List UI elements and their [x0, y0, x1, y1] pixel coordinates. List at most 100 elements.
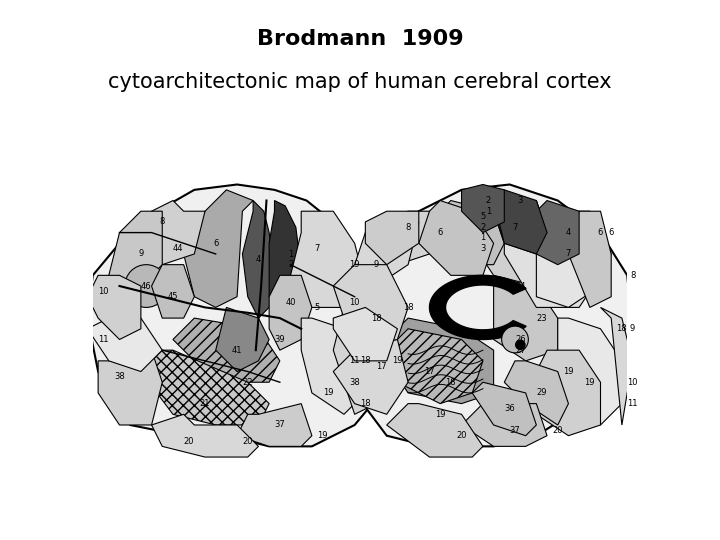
Text: 37: 37 — [274, 421, 285, 429]
Text: 39: 39 — [274, 335, 285, 344]
Text: 11: 11 — [98, 335, 109, 344]
Text: 19: 19 — [349, 260, 360, 269]
Text: 3: 3 — [518, 196, 523, 205]
Text: cytoarchitectonic map of human cerebral cortex: cytoarchitectonic map of human cerebral … — [108, 72, 612, 92]
Text: 1
2: 1 2 — [288, 249, 293, 269]
Polygon shape — [344, 185, 633, 447]
Polygon shape — [173, 318, 280, 382]
Text: 18: 18 — [360, 356, 371, 366]
Text: 9: 9 — [630, 325, 635, 333]
Text: 7: 7 — [566, 249, 571, 259]
Text: 11: 11 — [627, 399, 638, 408]
Polygon shape — [494, 275, 558, 361]
Text: 9: 9 — [138, 249, 143, 259]
Polygon shape — [333, 265, 408, 350]
Text: 19: 19 — [585, 378, 595, 387]
Polygon shape — [536, 211, 611, 307]
Polygon shape — [355, 222, 419, 286]
Text: 19: 19 — [318, 431, 328, 440]
Text: 18: 18 — [616, 325, 627, 333]
Text: 18: 18 — [371, 314, 382, 322]
Polygon shape — [152, 265, 194, 318]
Polygon shape — [472, 222, 547, 296]
Text: 37: 37 — [510, 426, 521, 435]
Circle shape — [125, 265, 168, 307]
Text: 7: 7 — [315, 244, 320, 253]
Polygon shape — [536, 200, 579, 265]
Polygon shape — [87, 185, 387, 447]
Polygon shape — [152, 414, 258, 457]
Text: 24: 24 — [515, 281, 526, 291]
Text: 10: 10 — [627, 378, 638, 387]
Text: 17: 17 — [424, 367, 435, 376]
Polygon shape — [87, 318, 162, 372]
Polygon shape — [536, 350, 600, 436]
Polygon shape — [141, 350, 269, 425]
Text: 10: 10 — [98, 287, 109, 296]
Text: 19: 19 — [323, 388, 333, 397]
Text: 26: 26 — [515, 335, 526, 344]
Text: 41: 41 — [232, 346, 243, 355]
Polygon shape — [419, 200, 494, 275]
Polygon shape — [600, 307, 633, 425]
Polygon shape — [430, 275, 526, 340]
Text: 40: 40 — [285, 298, 296, 307]
Polygon shape — [109, 211, 162, 296]
Text: 22: 22 — [243, 378, 253, 387]
Polygon shape — [243, 200, 274, 318]
Polygon shape — [387, 329, 483, 403]
Polygon shape — [462, 185, 504, 233]
Circle shape — [515, 340, 526, 350]
Text: 18: 18 — [446, 378, 456, 387]
Text: 20: 20 — [184, 436, 194, 446]
Polygon shape — [333, 307, 387, 414]
Text: 7: 7 — [513, 222, 518, 232]
Polygon shape — [87, 275, 141, 340]
Text: 9: 9 — [374, 260, 379, 269]
Polygon shape — [269, 200, 301, 318]
Text: 6: 6 — [598, 228, 603, 237]
Polygon shape — [237, 403, 312, 447]
Text: 19: 19 — [435, 410, 446, 419]
Text: 8: 8 — [160, 218, 165, 226]
Polygon shape — [216, 307, 269, 372]
Polygon shape — [504, 211, 600, 307]
Text: 11: 11 — [349, 356, 360, 366]
Polygon shape — [365, 318, 392, 393]
Text: 20: 20 — [456, 431, 467, 440]
Polygon shape — [333, 307, 397, 361]
Polygon shape — [472, 382, 536, 436]
Polygon shape — [462, 403, 547, 447]
Text: 23: 23 — [536, 314, 547, 322]
Text: 6: 6 — [213, 239, 218, 248]
Text: 8: 8 — [405, 222, 411, 232]
Text: 19: 19 — [563, 367, 574, 376]
Polygon shape — [98, 350, 162, 425]
Text: 38: 38 — [114, 373, 125, 381]
Polygon shape — [494, 200, 547, 254]
Text: 36: 36 — [504, 404, 515, 414]
Text: 46: 46 — [141, 281, 151, 291]
Polygon shape — [291, 211, 365, 307]
Polygon shape — [141, 200, 205, 265]
Text: 5: 5 — [315, 303, 320, 312]
Text: 4: 4 — [256, 255, 261, 264]
Text: 20: 20 — [243, 436, 253, 446]
Text: 21: 21 — [199, 399, 210, 408]
Text: 45: 45 — [168, 292, 178, 301]
Text: 8: 8 — [630, 271, 635, 280]
Text: 19: 19 — [392, 356, 402, 366]
Polygon shape — [504, 361, 568, 425]
Polygon shape — [568, 211, 611, 307]
Text: 44: 44 — [173, 244, 184, 253]
Polygon shape — [429, 200, 504, 265]
Polygon shape — [494, 190, 547, 254]
Text: 18: 18 — [402, 303, 413, 312]
Text: 17: 17 — [376, 362, 387, 370]
Text: 6: 6 — [438, 228, 443, 237]
Text: 27: 27 — [515, 346, 526, 355]
Text: 5
2
1
3: 5 2 1 3 — [480, 212, 485, 253]
Polygon shape — [301, 318, 365, 414]
Text: 2
1: 2 1 — [486, 196, 491, 215]
Text: 29: 29 — [536, 388, 547, 397]
